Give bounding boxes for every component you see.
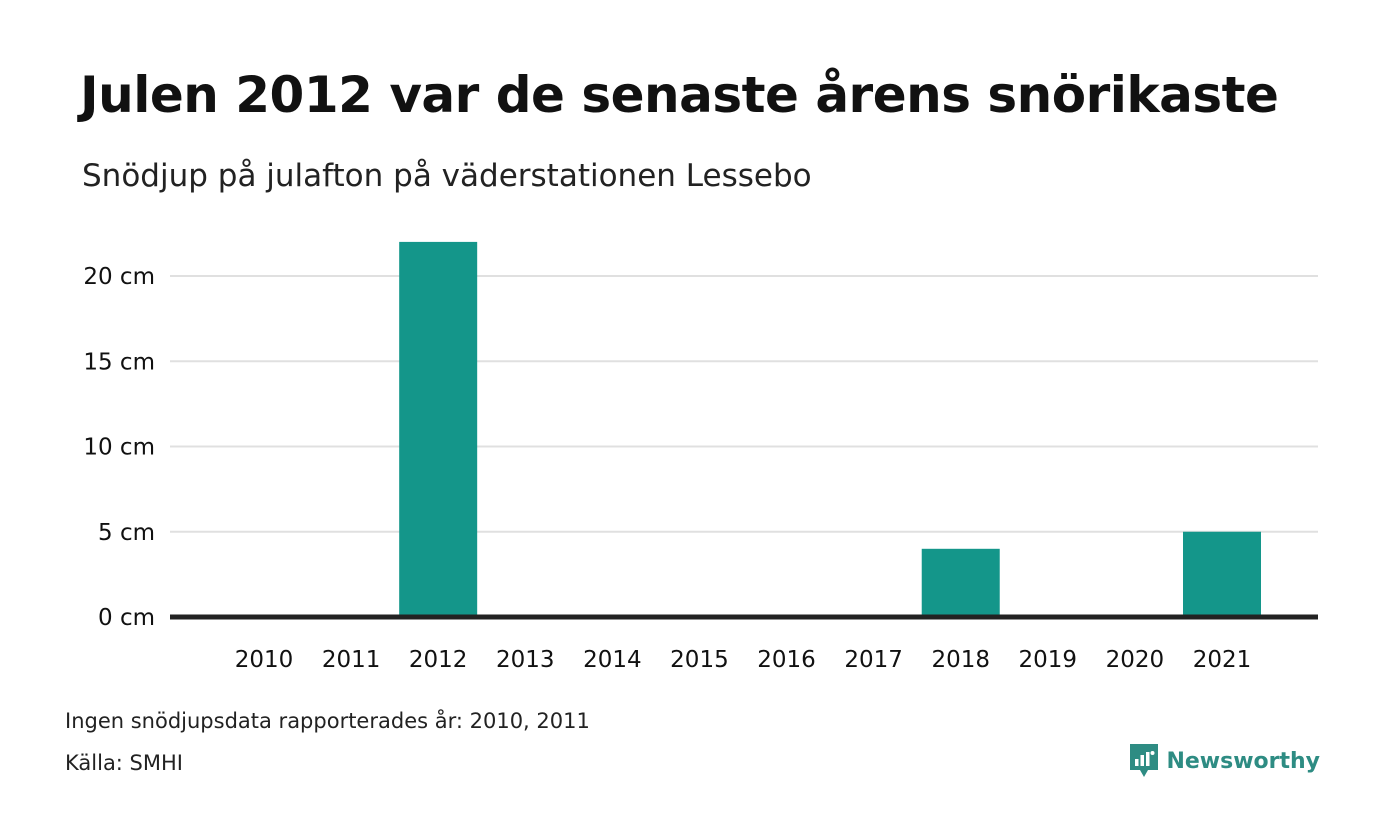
x-tick-label: 2010 bbox=[235, 647, 294, 673]
y-tick-label: 10 cm bbox=[83, 435, 155, 461]
x-tick-label: 2019 bbox=[1019, 647, 1078, 673]
bar-2012 bbox=[399, 241, 478, 617]
x-tick-label: 2011 bbox=[322, 647, 381, 673]
y-tick-label: 5 cm bbox=[98, 520, 155, 546]
bar-chart-bubble-icon bbox=[1130, 744, 1159, 777]
brand-name: Newsworthy bbox=[1166, 748, 1320, 774]
x-tick-label: 2017 bbox=[844, 647, 903, 673]
x-tick-label: 2016 bbox=[757, 647, 816, 673]
y-tick-label: 15 cm bbox=[83, 349, 155, 375]
x-tick-label: 2021 bbox=[1193, 647, 1252, 673]
chart-subtitle: Snödjup på julafton på väderstationen Le… bbox=[82, 158, 812, 194]
source-note: Källa: SMHI bbox=[65, 751, 183, 775]
bar-chart: 0 cm 5 cm 10 cm 15 cm 20 cm 2010 2011 2012 2013 2… bbox=[83, 241, 1318, 673]
x-tick-label: 2013 bbox=[496, 647, 555, 673]
x-tick-label: 2012 bbox=[409, 647, 468, 673]
x-tick-label: 2014 bbox=[583, 647, 642, 673]
bar-2018 bbox=[921, 548, 1000, 617]
y-tick-label: 20 cm bbox=[83, 264, 155, 290]
x-tick-label: 2020 bbox=[1106, 647, 1165, 673]
bar-2021 bbox=[1183, 531, 1261, 617]
x-tick-label: 2018 bbox=[931, 647, 990, 673]
newsworthy-logo: Newsworthy bbox=[1130, 744, 1320, 778]
x-tick-label: 2015 bbox=[670, 647, 729, 673]
y-tick-label: 0 cm bbox=[98, 605, 155, 631]
chart-title: Julen 2012 var de senaste årens snörikas… bbox=[80, 66, 1279, 124]
missing-data-note: Ingen snödjupsdata rapporterades år: 201… bbox=[65, 709, 590, 733]
